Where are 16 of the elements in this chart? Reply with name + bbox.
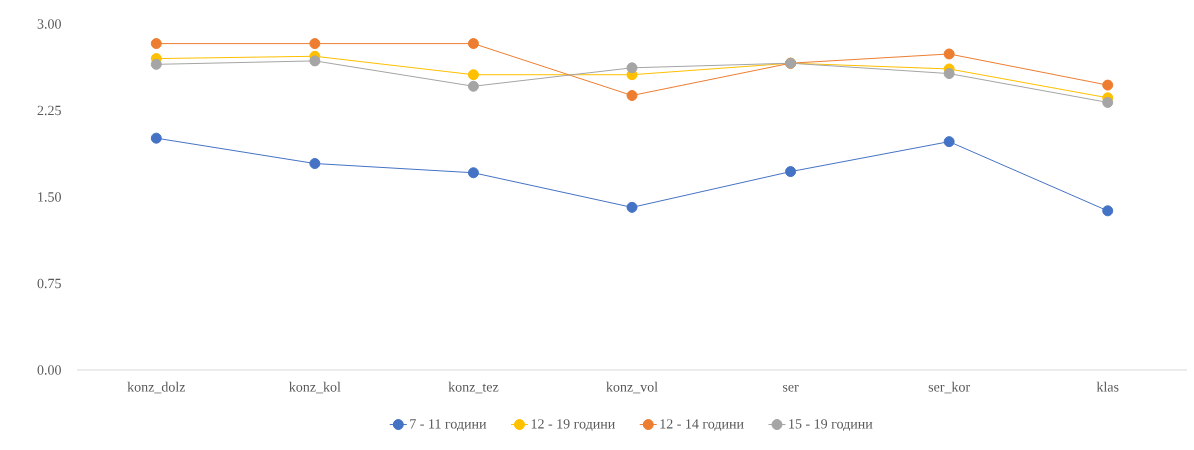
x-tick-label: ser_kor <box>928 381 971 394</box>
y-tick-label: 2.25 <box>37 105 61 116</box>
legend-label: 15 - 19 години <box>789 419 873 432</box>
y-tick-label: 1.50 <box>38 192 61 202</box>
x-tick-label: konz_vol <box>606 381 658 394</box>
legend-label: 12 - 14 години <box>660 419 744 432</box>
y-tick-label: 0.00 <box>37 365 61 375</box>
x-tick-label: konz_tez <box>448 381 499 394</box>
x-tick-label: klas <box>1096 381 1119 392</box>
y-tick-label: 0.75 <box>37 278 61 289</box>
x-tick-label: konz_dolz <box>127 381 186 394</box>
x-tick-label: konz_kol <box>289 381 341 394</box>
legend-label: 7 - 11 години <box>410 419 487 432</box>
legend-label: 12 - 19 години <box>531 419 615 432</box>
y-tick-label: 3.00 <box>37 19 61 29</box>
x-tick-label: ser <box>782 384 799 392</box>
